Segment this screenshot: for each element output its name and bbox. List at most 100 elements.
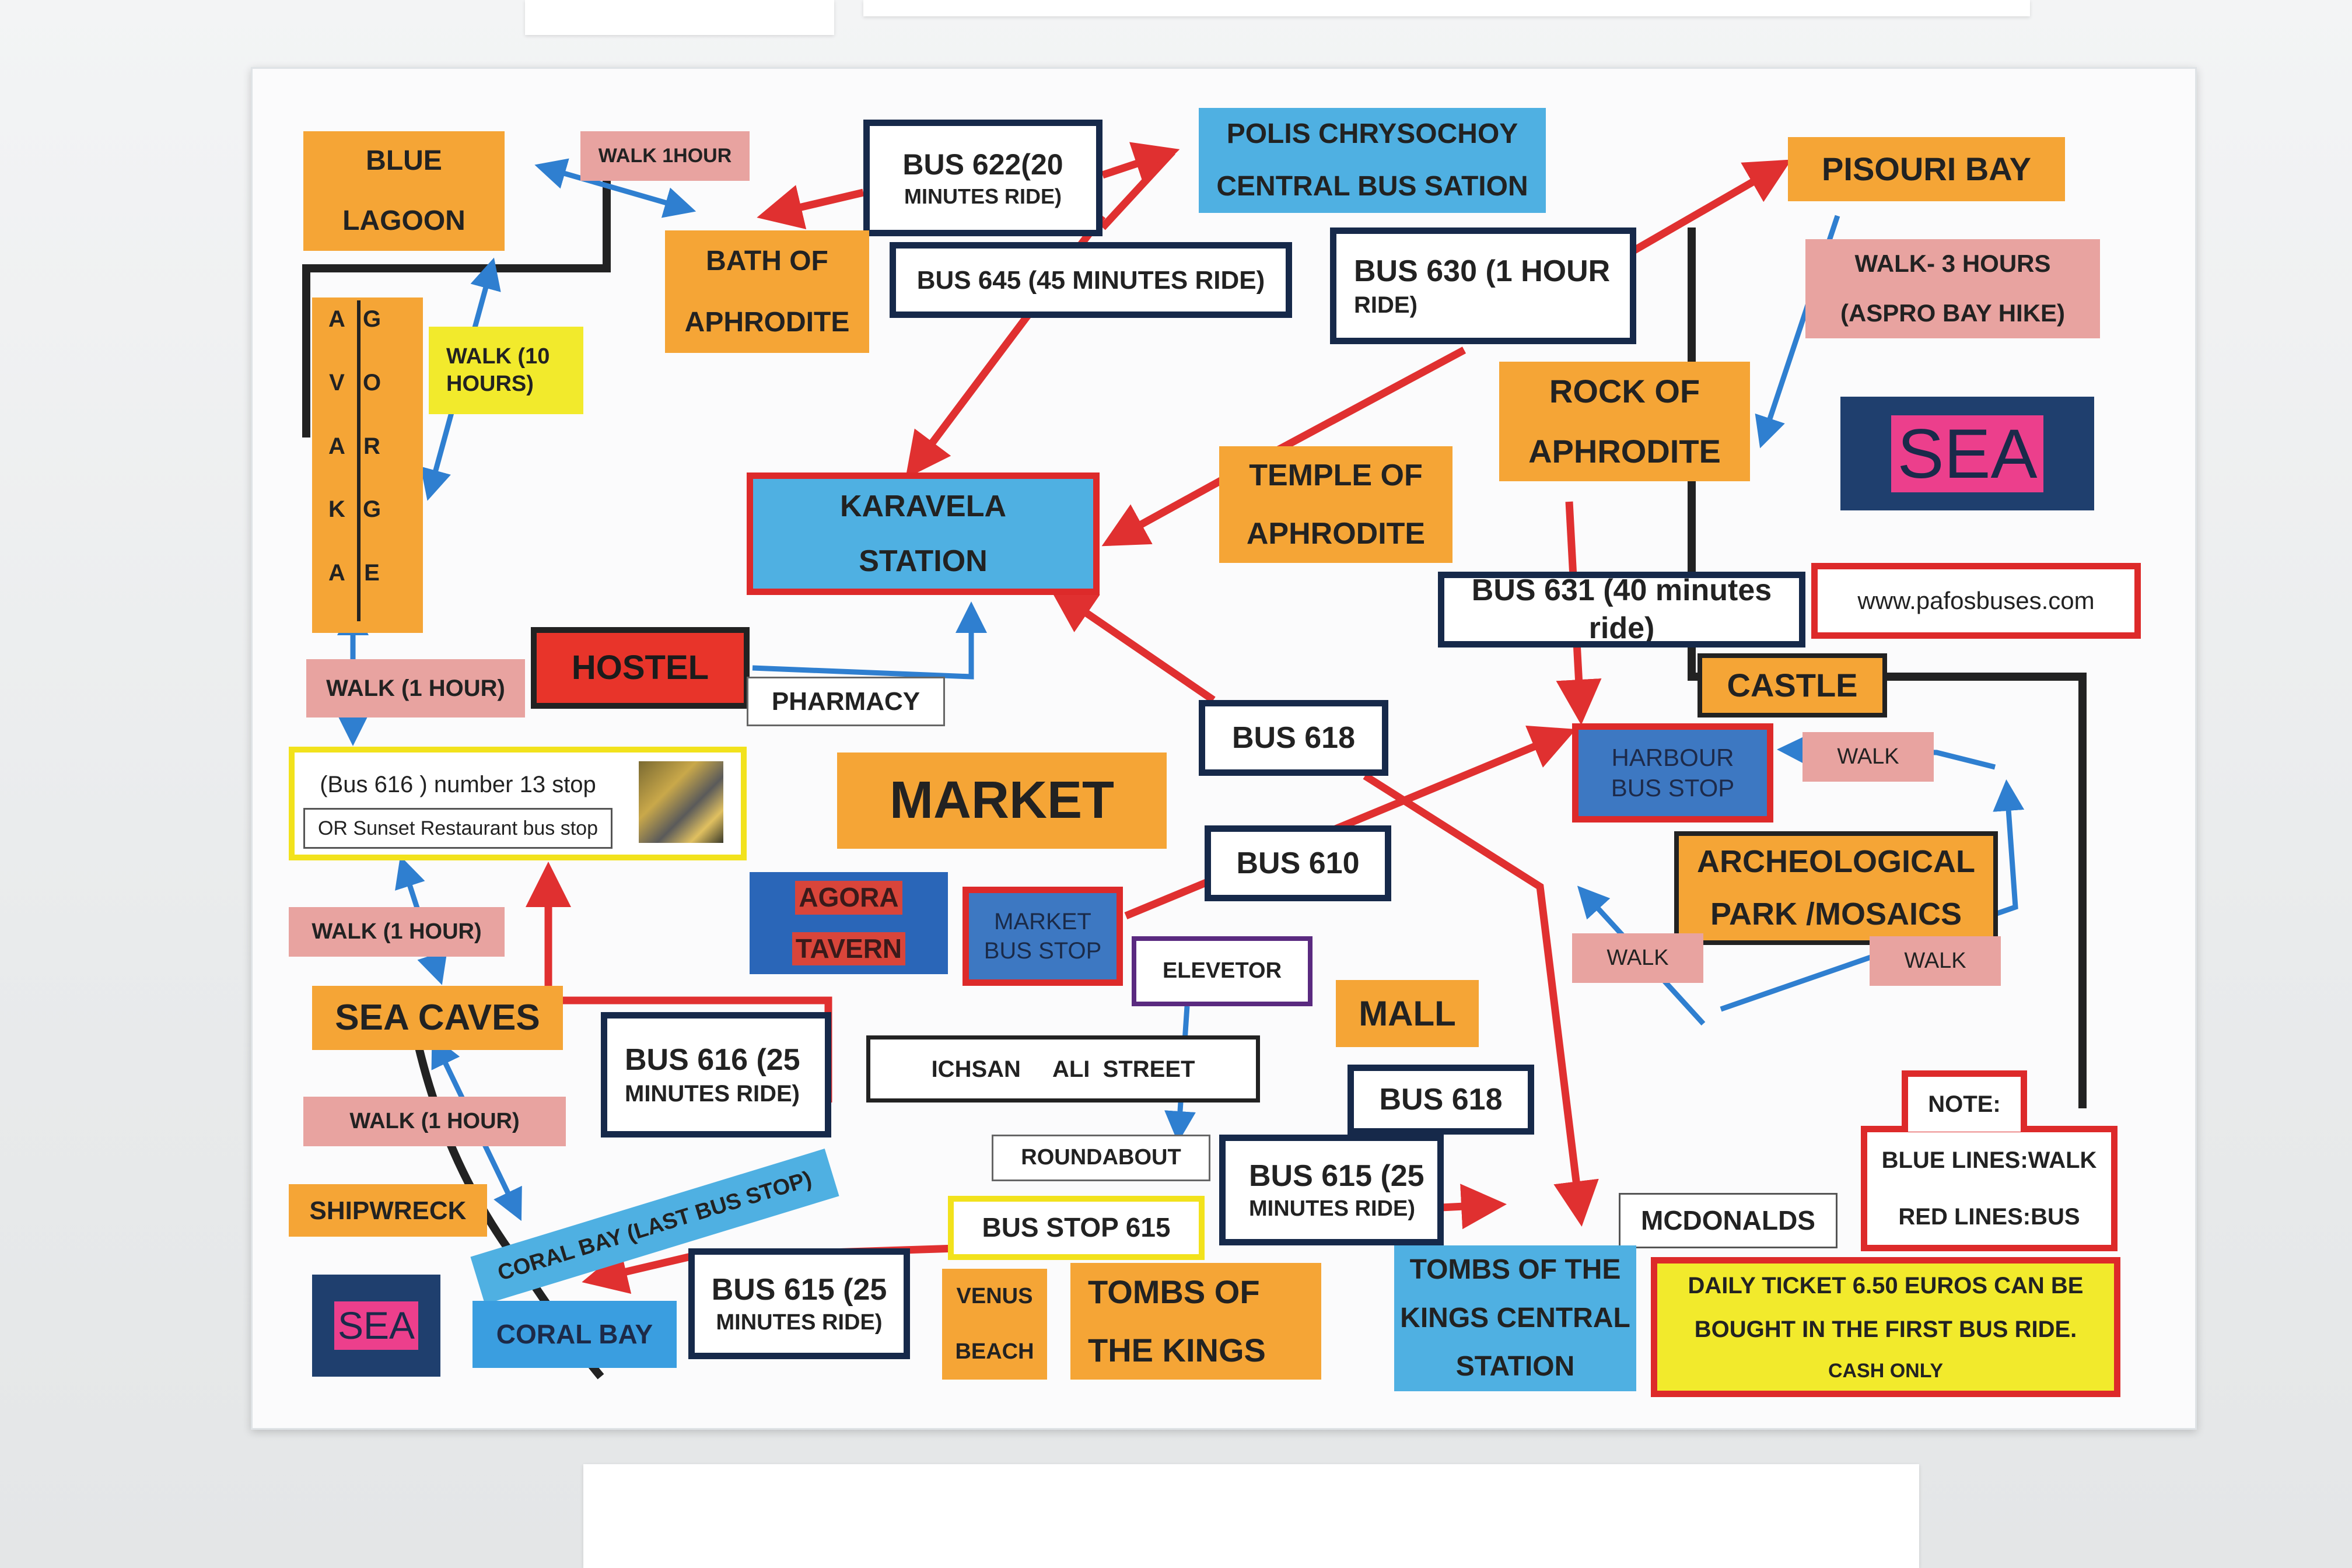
castle-box: CASTLE [1698,653,1887,718]
castle-text: CASTLE [1727,667,1858,704]
blue-lagoon-box: BLUE LAGOON [303,131,505,251]
coral-bay-box: CORAL BAY [473,1301,677,1368]
ichsan-ali-street-box: ICHSAN ALI STREET [866,1035,1260,1102]
bus-616-line2: MINUTES RIDE) [625,1081,800,1107]
avakas-letter: A [328,306,345,332]
paper-above-right [863,0,2030,16]
pharmacy-text: PHARMACY [771,687,921,716]
temple-line2: APHRODITE [1246,516,1426,551]
walk-10hours-label: WALK (10 HOURS) [429,327,583,414]
bus-618-top-box: BUS 618 [1199,700,1388,776]
ticket-line2: BOUGHT IN THE FIRST BUS RIDE. [1694,1316,2077,1342]
sea-top-box: SEA [1840,397,2094,510]
venus-line1: VENUS [956,1283,1033,1308]
gorge-letter: G [362,496,382,523]
bus-622-line2: MINUTES RIDE) [904,184,1062,208]
bus-622-box: BUS 622(20 MINUTES RIDE) [863,120,1102,236]
walk-1hour-ship-text: WALK (1 HOUR) [349,1108,520,1133]
tombs-station-line1: TOMBS OF THE [1409,1254,1621,1285]
bus-631-text: BUS 631 (40 minutes ride) [1471,573,1772,645]
arch-line1: ARCHEOLOGICAL [1697,844,1975,879]
pharmacy-box: PHARMACY [747,677,945,726]
hostel-text: HOSTEL [571,648,709,687]
bus-615-right-line2: MINUTES RIDE) [1249,1196,1415,1221]
paper-above [525,0,834,35]
walk-arch-left-text: WALK [1606,945,1669,970]
tombs-of-the-kings-box: TOMBS OF THE KINGS [1070,1263,1321,1380]
walk-1hour-ship-label: WALK (1 HOUR) [303,1097,566,1146]
mall-box: MALL [1336,980,1479,1047]
bus-stop-photo [639,761,723,843]
bus-stop-615-box: BUS STOP 615 [948,1196,1205,1260]
walk-1hour-mid-label: WALK (1 HOUR) [306,659,525,718]
sea-bottom-box: SEA [312,1275,440,1377]
sunset-stop-label: OR Sunset Restaurant bus stop [303,808,612,849]
mall-text: MALL [1359,994,1456,1033]
walk-1hour-top-text: WALK 1HOUR [598,145,732,167]
bus-616-box: BUS 616 (25 MINUTES RIDE) [601,1012,831,1138]
avakas-gorge-box [312,298,423,633]
note-title: NOTE: [1928,1091,2001,1117]
rock-line1: ROCK OF [1549,373,1700,410]
walk-arch-right-text: WALK [1904,948,1966,973]
avakas-letter: A [328,433,345,459]
bath-of-aphrodite-box: BATH OF APHRODITE [665,230,869,353]
agora-line1: AGORA [795,881,902,915]
harbour-bus-stop-box: HARBOUR BUS STOP [1572,723,1773,822]
bus-618-top-text: BUS 618 [1232,720,1355,755]
website-text: www.pafosbuses.com [1857,586,2095,614]
polis-line2: CENTRAL BUS SATION [1216,171,1528,202]
walk-arch-right-label: WALK [1870,936,2001,986]
mcdonalds-box: MCDONALDS [1619,1193,1838,1248]
avakas-letter: V [329,369,345,396]
bus-stop-615-text: BUS STOP 615 [982,1212,1171,1243]
roundabout-text: ROUNDABOUT [1021,1145,1181,1170]
note-title-box: NOTE: [1902,1070,2027,1132]
roundabout-box: ROUNDABOUT [992,1135,1210,1181]
elevator-text: ELEVETOR [1162,958,1282,984]
blue-lagoon-line1: BLUE [366,145,442,177]
avakas-letter: K [328,496,345,523]
hostel-box: HOSTEL [531,627,750,709]
walk-3hours-label: WALK- 3 HOURS (ASPRO BAY HIKE) [1805,239,2100,338]
bus-615-left-box: BUS 615 (25 MINUTES RIDE) [688,1248,910,1359]
venus-beach-box: VENUS BEACH [942,1269,1047,1380]
bus-631-box: BUS 631 (40 minutes ride) [1438,572,1805,648]
pisouri-bay-box: PISOURI BAY [1788,137,2065,201]
coral-bay-text: CORAL BAY [496,1318,653,1349]
bus-615-right-box: BUS 615 (25 MINUTES RIDE) [1219,1135,1444,1245]
note-red-text: RED LINES:BUS [1898,1203,2080,1230]
bus-610-text: BUS 610 [1236,846,1360,880]
sunset-text: OR Sunset Restaurant bus stop [317,817,598,839]
elevator-box: ELEVETOR [1132,936,1312,1006]
harbour-line1: HARBOUR [1611,743,1734,771]
bus-630-box: BUS 630 (1 HOUR RIDE) [1330,228,1636,344]
market-text: MARKET [890,771,1114,830]
walk-harbour-text: WALK [1837,744,1899,769]
bath-line2: APHRODITE [684,306,850,338]
polis-line1: POLIS CHRYSOCHOY [1226,118,1518,149]
gorge-letter: R [363,433,380,459]
bus-618-low-text: BUS 618 [1379,1082,1503,1116]
market-bus-stop-box: MARKET BUS STOP [963,887,1123,986]
market-box: MARKET [837,752,1167,849]
temple-line1: TEMPLE OF [1249,458,1423,492]
harbour-line2: BUS STOP [1611,774,1735,802]
bus-645-box: BUS 645 (45 MINUTES RIDE) [890,242,1292,318]
gorge-letters: G O R G E [359,306,385,586]
mcdonalds-text: MCDONALDS [1641,1205,1815,1236]
bus-610-box: BUS 610 [1205,825,1391,901]
sea-top-text: SEA [1891,415,2043,492]
bus-645-text: BUS 645 (45 MINUTES RIDE) [916,265,1265,295]
bath-line1: BATH OF [706,245,828,276]
market-bus-line2: BUS STOP [984,938,1102,964]
walk-1hour-caves-text: WALK (1 HOUR) [312,919,482,944]
ticket-line1: DAILY TICKET 6.50 EUROS CAN BE [1688,1272,2084,1298]
arch-line2: PARK /MOSAICS [1710,896,1962,932]
pisouri-text: PISOURI BAY [1822,150,2031,187]
temple-of-aphrodite-box: TEMPLE OF APHRODITE [1219,446,1452,563]
sea-caves-text: SEA CAVES [335,998,540,1038]
walk-10hours-line1: WALK (10 [446,344,550,369]
ichsan-text: ICHSAN ALI STREET [931,1056,1195,1082]
walk-1hour-top-label: WALK 1HOUR [580,131,750,181]
